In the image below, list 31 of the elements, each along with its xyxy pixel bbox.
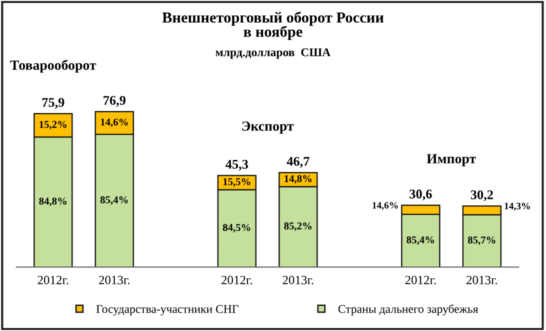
annotation: 14,6% [372,202,398,210]
x-tick-label: 2013г. [466,276,498,284]
annotation: 14,6% [100,118,128,128]
x-tick-label: 2012г. [38,276,68,284]
chart-title: Внешнеторговый оборот России в ноябре [162,12,384,40]
annotation: 84,8% [39,198,66,206]
legend-label: Страны дальнего зарубежья [338,304,478,316]
annotation: 46,7 [286,156,310,168]
annotation: 30,6 [410,190,432,200]
annotation: 85,4% [100,196,128,205]
annotation: 85,2% [284,222,312,231]
annotation: Импорт [426,154,476,166]
annotation: 84,5% [222,224,250,233]
text: 76,9 [104,96,126,107]
text: Товарооборот [10,60,96,73]
annotation: 45,3 [226,160,248,171]
annotation: 14,8% [284,175,312,184]
annotation: 15,5% [223,178,250,187]
annotation: Экспорт [242,121,294,134]
annotation: 14,3% [504,202,530,211]
legend-label: Государства-участники СНГ [96,305,238,316]
chart-subtitle: млрд.долларов США [216,48,331,59]
x-tick-label: 2012г. [405,276,436,284]
x-tick-label: 2012г. [222,276,252,284]
x-tick-label: 2013г. [282,276,314,284]
annotation: 85,7% [468,236,496,246]
annotation: 85,4% [406,236,434,245]
annotation: 30,2 [470,190,493,202]
x-tick-label: 2013г. [99,276,130,284]
text: 75,9 [42,98,64,109]
annotation: 15,2% [40,120,66,130]
